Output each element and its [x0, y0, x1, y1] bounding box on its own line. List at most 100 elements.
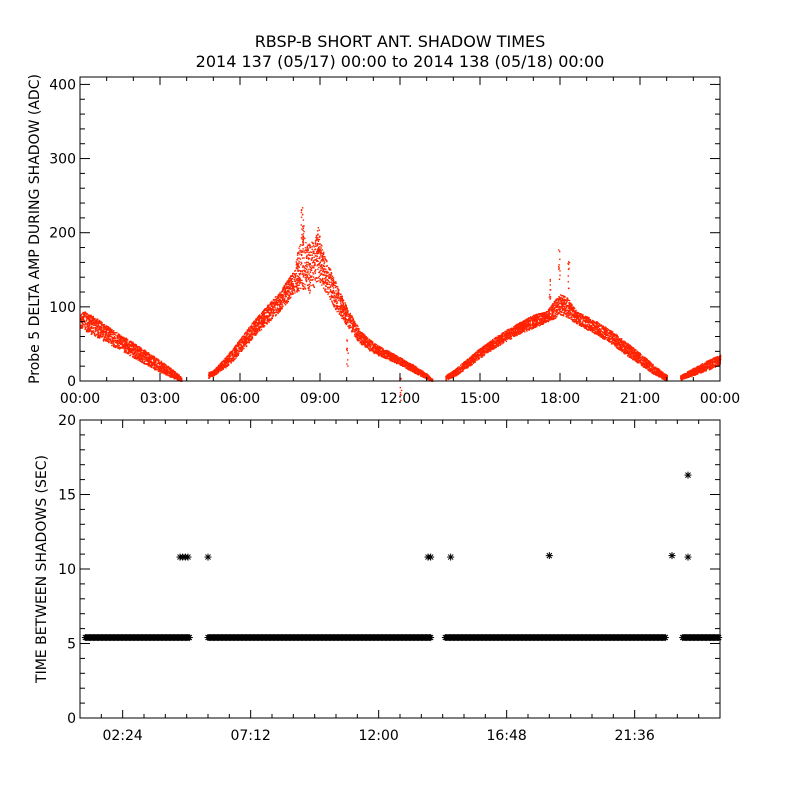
data-point	[431, 379, 434, 381]
data-point	[369, 340, 371, 343]
data-point	[136, 356, 138, 358]
data-point	[314, 269, 317, 272]
data-point	[287, 294, 289, 296]
data-point	[408, 364, 410, 366]
data-point	[332, 289, 335, 292]
data-point	[94, 319, 96, 321]
data-point	[322, 258, 324, 261]
data-point	[83, 320, 85, 322]
data-point	[161, 364, 163, 366]
data-point	[124, 340, 127, 343]
data-point	[258, 316, 261, 319]
data-point	[428, 377, 430, 379]
data-point	[323, 261, 326, 263]
data-point	[325, 265, 328, 267]
data-point	[255, 327, 257, 330]
data-point	[335, 286, 337, 288]
data-point	[293, 280, 295, 282]
data-point	[363, 342, 366, 345]
data-point	[303, 269, 305, 271]
data-point	[134, 355, 136, 357]
data-point	[157, 367, 159, 369]
data-point	[248, 333, 250, 335]
data-point	[349, 321, 351, 324]
data-point	[261, 326, 263, 328]
data-point	[269, 308, 271, 310]
data-point	[320, 254, 322, 257]
data-point	[137, 351, 139, 353]
data-point	[288, 282, 290, 284]
data-point	[282, 295, 284, 298]
data-point	[100, 327, 103, 329]
data-point	[164, 372, 166, 374]
data-point	[411, 366, 413, 369]
data-point	[236, 350, 238, 353]
data-point	[298, 284, 300, 286]
data-point	[392, 356, 394, 358]
data-point	[128, 348, 130, 350]
data-point	[158, 362, 161, 364]
data-point	[388, 353, 390, 355]
data-point	[130, 345, 133, 347]
data-point	[100, 330, 102, 332]
data-point	[363, 338, 365, 341]
data-point	[300, 281, 302, 284]
data-point	[221, 363, 223, 366]
data-point	[263, 310, 265, 312]
data-point	[124, 343, 126, 346]
data-point	[245, 342, 247, 345]
data-point	[121, 340, 124, 342]
data-point	[88, 330, 90, 333]
data-point	[425, 373, 427, 375]
data-point	[119, 338, 121, 340]
data-point	[135, 352, 137, 354]
data-point	[223, 360, 225, 362]
data-point	[308, 285, 311, 288]
data-point	[284, 295, 287, 297]
data-point	[94, 321, 97, 323]
data-point	[125, 349, 127, 352]
data-point	[140, 358, 142, 360]
data-point	[287, 280, 289, 282]
data-point	[381, 355, 383, 357]
data-point	[262, 314, 264, 316]
data-point	[251, 331, 253, 333]
data-point	[416, 369, 419, 371]
data-point	[257, 319, 259, 321]
data-point	[328, 275, 330, 277]
data-point	[87, 327, 89, 329]
data-point	[323, 262, 325, 265]
data-point	[145, 355, 148, 357]
data-point	[319, 281, 321, 284]
data-point	[172, 370, 174, 373]
data-point	[280, 308, 282, 310]
data-point	[97, 324, 99, 326]
data-point	[110, 329, 112, 331]
data-point	[87, 325, 89, 327]
data-point	[123, 345, 125, 347]
data-point	[323, 256, 325, 258]
data-point	[340, 315, 343, 317]
data-point	[298, 247, 300, 249]
data-point	[178, 377, 180, 380]
data-point	[240, 349, 243, 351]
data-point	[96, 322, 99, 324]
data-point	[374, 350, 377, 352]
data-point	[278, 303, 281, 305]
data-point	[363, 343, 366, 346]
data-point	[143, 357, 146, 359]
data-point	[168, 372, 170, 375]
data-point	[380, 347, 382, 349]
data-point	[319, 261, 321, 263]
data-point	[153, 361, 156, 363]
data-point	[159, 367, 161, 369]
data-point	[310, 251, 313, 254]
data-point	[335, 302, 338, 305]
data-point	[349, 312, 351, 315]
data-point	[260, 316, 262, 319]
data-point	[94, 335, 97, 337]
data-point	[162, 372, 165, 374]
data-point	[371, 344, 373, 346]
data-point	[416, 370, 418, 372]
data-point	[329, 268, 331, 270]
